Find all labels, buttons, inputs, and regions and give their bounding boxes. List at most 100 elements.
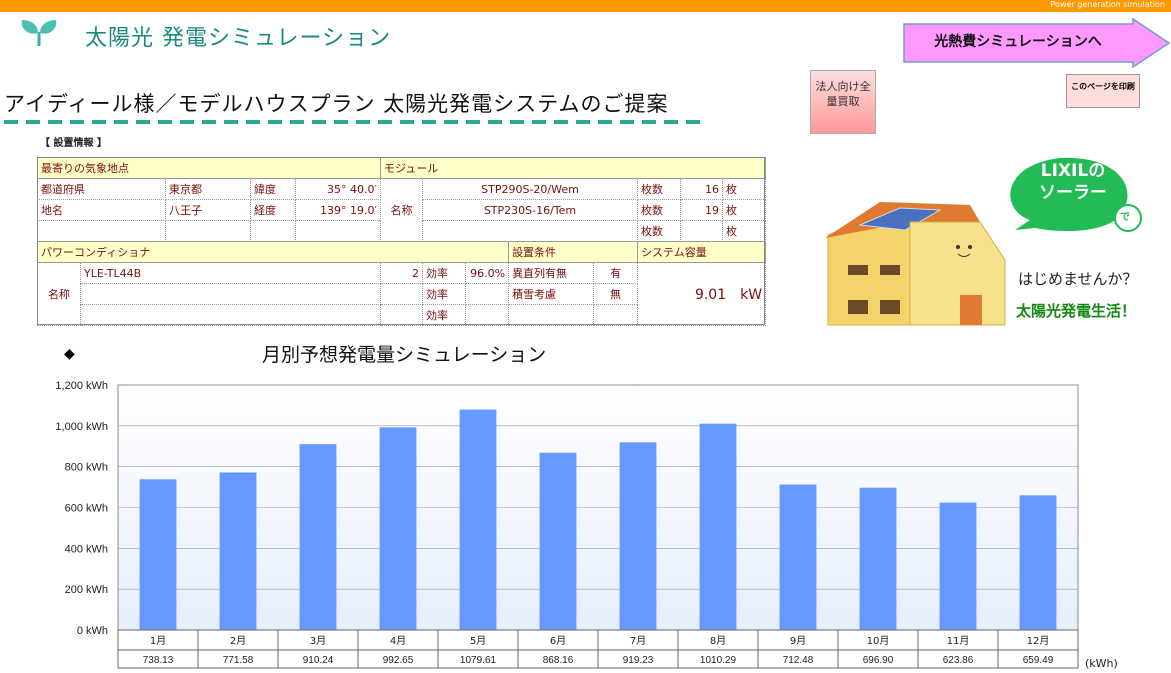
utility-cost-simulation-button[interactable]: 光熱費シミュレーションへ — [903, 18, 1171, 68]
arrow-shape-icon — [903, 18, 1171, 68]
bubble-de: で — [1120, 212, 1130, 223]
unit-label: (kWh) — [1085, 657, 1118, 670]
promo-line2: 太陽光発電生活！ — [1016, 302, 1137, 320]
unit: 枚 — [721, 178, 767, 200]
pcs-count — [380, 304, 423, 326]
month-label: 4月 — [390, 635, 406, 647]
promo-line1: はじめませんか？ — [1018, 270, 1138, 288]
bar — [539, 452, 577, 630]
eff-label: 効率 — [422, 283, 466, 305]
value-label: 738.13 — [143, 655, 174, 666]
y-tick-label: 1,000 kWh — [55, 421, 108, 433]
value-label: 910.24 — [303, 655, 334, 666]
month-label: 2月 — [230, 635, 246, 647]
unit: 枚 — [721, 199, 767, 221]
bar — [619, 442, 657, 630]
pcs-count: 2 — [380, 262, 423, 284]
bar — [779, 484, 817, 630]
bar — [459, 409, 497, 630]
month-label: 3月 — [310, 635, 326, 647]
condition-label: 異直列有無 — [508, 262, 595, 284]
app-title: 太陽光 発電シミュレーション — [85, 26, 392, 51]
pcs-header: パワーコンディショナ — [36, 241, 510, 263]
nav-button-label: 光熱費シミュレーションへ — [934, 34, 1102, 50]
y-tick-label: 600 kWh — [65, 503, 108, 515]
module-count — [680, 220, 723, 242]
data-table — [117, 629, 1079, 669]
section-label: 【 設置情報 】 — [40, 138, 107, 149]
value-label: 696.90 — [863, 655, 894, 666]
bar — [379, 427, 417, 630]
location-module-table: 最寄りの気象地点 モジュール 都道府県 東京都 緯度 35° 40.0′ 名称 STP29… — [37, 157, 767, 242]
bar — [939, 502, 977, 630]
lon-label: 経度 — [250, 199, 296, 221]
month-label: 12月 — [1027, 635, 1050, 647]
month-label: 1月 — [150, 635, 166, 647]
module-count: 16 — [680, 178, 723, 200]
module-name: STP230S-16/Tem — [422, 199, 638, 221]
pcs-name — [80, 283, 381, 305]
capacity-value: 9.01 kW — [637, 262, 767, 326]
bar — [859, 487, 897, 630]
print-page-button[interactable]: このページを印刷 — [1066, 74, 1140, 108]
bar — [219, 472, 257, 630]
month-label: 9月 — [790, 635, 806, 647]
unit: 枚 — [721, 220, 767, 242]
corporate-purchase-button[interactable]: 法人向け全量買取 — [810, 70, 876, 134]
pcs-name-label: 名称 — [37, 262, 81, 326]
value-label: 659.49 — [1023, 655, 1054, 666]
month-label: 10月 — [867, 635, 890, 647]
title-underline — [4, 120, 700, 124]
count-label: 枚数 — [637, 199, 681, 221]
lat-label: 緯度 — [250, 178, 296, 200]
pcs-name — [80, 304, 381, 326]
value-label: 992.65 — [383, 655, 414, 666]
promo-illustration: LIXILの ソーラー で はじめませんか？ 太陽光発電生活！ — [820, 150, 1170, 330]
month-label: 7月 — [630, 635, 646, 647]
pcs-name: YLE-TL44B — [80, 262, 381, 284]
condition-label: 積雪考慮 — [508, 283, 595, 305]
month-label: 6月 — [550, 635, 566, 647]
value-label: 919.23 — [623, 655, 654, 666]
module-name: STP290S-20/Wem — [422, 178, 638, 200]
house-icon — [825, 157, 1142, 326]
capacity-header: システム容量 — [637, 241, 767, 263]
place-label: 地名 — [37, 199, 166, 221]
module-count: 19 — [680, 199, 723, 221]
pcs-eff — [464, 283, 510, 305]
count-label: 枚数 — [637, 220, 681, 242]
pref-label: 都道府県 — [37, 178, 166, 200]
value-label: 868.16 — [543, 655, 574, 666]
y-tick-label: 200 kWh — [65, 584, 108, 596]
y-tick-label: 0 kWh — [77, 625, 108, 637]
bubble-line2: ソーラー — [1039, 183, 1107, 203]
condition-value: 無 — [593, 283, 639, 305]
y-tick-label: 400 kWh — [65, 543, 108, 555]
value-label: 1079.61 — [460, 655, 497, 666]
sprout-logo-icon — [21, 20, 57, 46]
pcs-eff — [464, 304, 510, 326]
bar — [1019, 495, 1057, 630]
place-value: 八王子 — [165, 199, 251, 221]
chart-title: 月別予想発電量シミュレーション — [262, 344, 547, 366]
top-bar: Power generation simulation — [0, 0, 1171, 12]
pcs-eff: 96.0% — [464, 262, 510, 284]
bar — [139, 479, 177, 630]
pcs-table: パワーコンディショナ 設置条件 システム容量 名称 YLE-TL44B 2 効率 96.0%… — [36, 241, 767, 326]
lon-value: 139° 19.0′ — [295, 199, 381, 221]
lat-value: 35° 40.0′ — [295, 178, 381, 200]
pcs-count — [380, 283, 423, 305]
value-label: 623.86 — [943, 655, 974, 666]
bar — [699, 423, 737, 630]
module-name-label: 名称 — [380, 178, 423, 242]
value-label: 1010.29 — [700, 655, 737, 666]
eff-label: 効率 — [422, 304, 466, 326]
pref-value: 東京都 — [165, 178, 251, 200]
value-label: 712.48 — [783, 655, 814, 666]
bar — [299, 444, 337, 630]
condition-value: 有 — [593, 262, 639, 284]
bubble-line1: LIXILの — [1040, 161, 1106, 181]
y-tick-label: 1,200 kWh — [55, 380, 108, 392]
y-tick-label: 800 kWh — [65, 462, 108, 474]
monthly-generation-chart: 0 kWh 200 kWh 400 kWh 600 kWh 800 kWh 1,000 k… — [55, 380, 1079, 669]
